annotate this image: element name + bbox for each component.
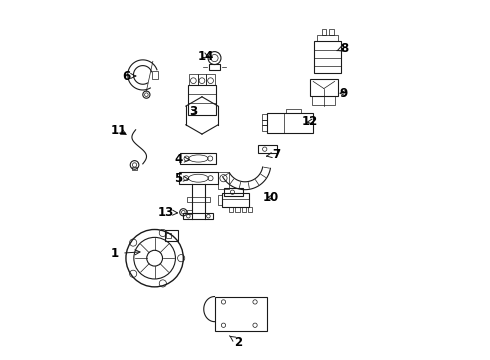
Bar <box>247 207 252 212</box>
Bar <box>152 71 158 78</box>
Bar <box>166 233 172 238</box>
Bar <box>222 193 249 207</box>
Text: 12: 12 <box>301 116 318 129</box>
Bar <box>179 172 218 184</box>
Bar <box>218 172 229 189</box>
Bar <box>132 167 137 170</box>
Text: 1: 1 <box>111 247 140 260</box>
Bar <box>322 29 326 35</box>
Bar <box>189 74 197 85</box>
Text: 9: 9 <box>340 87 348 100</box>
Text: 6: 6 <box>122 69 136 82</box>
Bar <box>187 197 210 202</box>
Text: 2: 2 <box>229 336 243 348</box>
Bar <box>262 114 267 120</box>
Bar <box>187 211 192 214</box>
Bar <box>229 207 233 212</box>
Bar <box>258 145 277 153</box>
Bar <box>224 188 243 196</box>
Text: 7: 7 <box>267 148 281 161</box>
Bar <box>310 78 338 96</box>
Bar <box>183 213 214 220</box>
Text: 5: 5 <box>174 172 189 185</box>
Bar <box>318 35 338 41</box>
Bar <box>242 207 246 212</box>
Bar <box>166 230 178 241</box>
Text: 10: 10 <box>263 191 279 204</box>
Bar <box>262 125 267 131</box>
Bar <box>218 195 222 205</box>
Bar <box>210 64 220 70</box>
Text: 13: 13 <box>157 206 177 219</box>
Bar <box>188 85 216 116</box>
Bar <box>197 74 206 85</box>
Bar <box>235 207 240 212</box>
Bar <box>206 74 215 85</box>
Text: 3: 3 <box>189 105 197 118</box>
Bar <box>314 41 341 73</box>
Text: 14: 14 <box>198 50 215 63</box>
Text: 11: 11 <box>111 124 127 137</box>
Bar <box>313 96 335 105</box>
Text: 8: 8 <box>337 41 348 54</box>
Bar <box>329 29 334 35</box>
Bar <box>267 113 313 133</box>
Bar <box>180 153 216 163</box>
Bar <box>215 297 267 330</box>
Bar <box>286 109 300 113</box>
Text: 4: 4 <box>174 153 190 166</box>
Bar <box>262 120 267 126</box>
